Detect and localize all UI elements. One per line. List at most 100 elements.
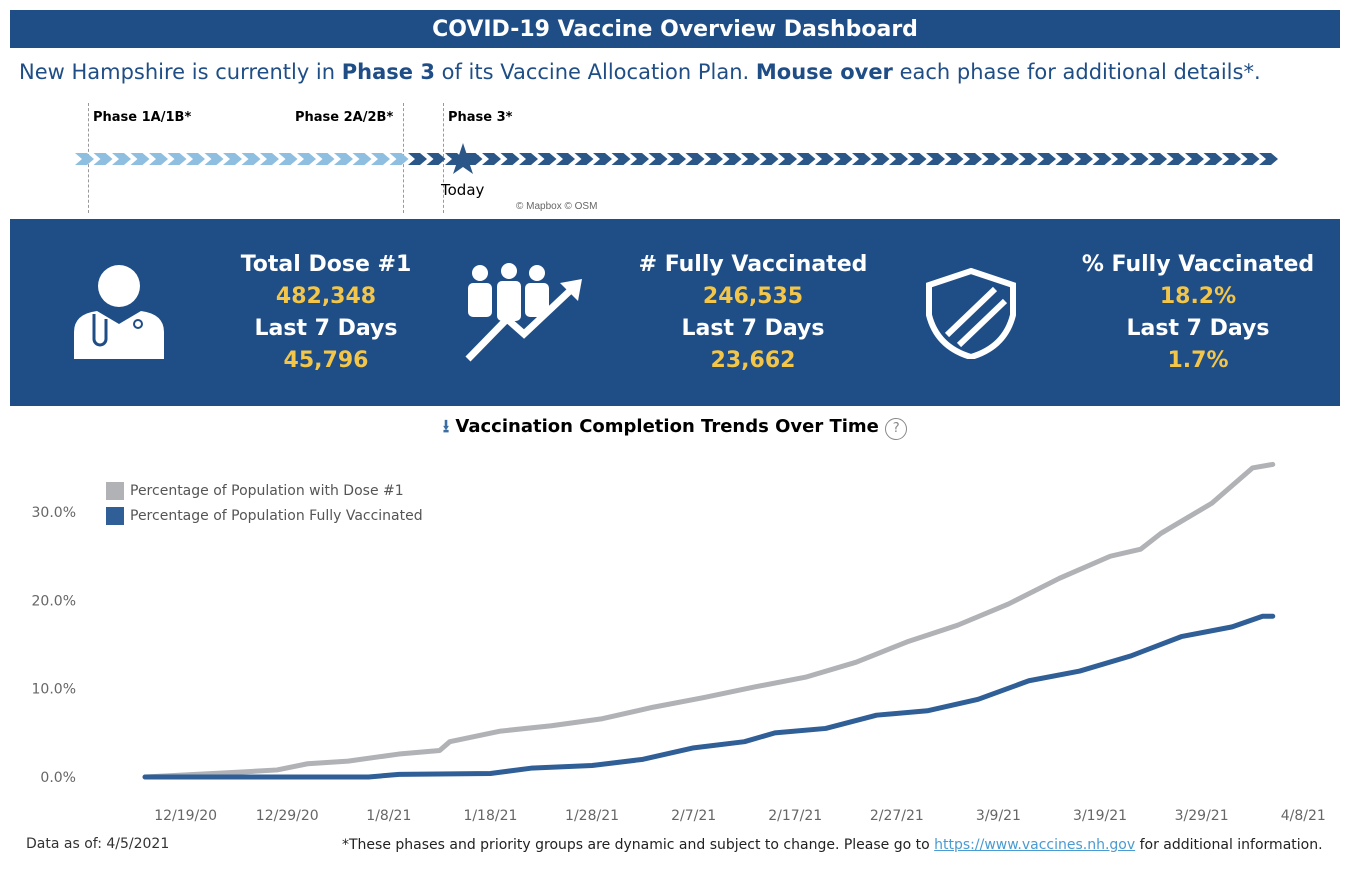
doctor-icon	[74, 265, 164, 359]
timeline-chevron	[889, 153, 908, 165]
timeline-chevron	[815, 153, 834, 165]
map-attribution[interactable]: © Mapbox © OSM	[516, 201, 598, 212]
kpi-subtitle: Last 7 Days	[254, 316, 398, 341]
timeline-chevron	[963, 153, 982, 165]
phase-2-label[interactable]: Phase 2A/2B*	[295, 110, 394, 125]
timeline-chevron	[704, 153, 723, 165]
trend-chart[interactable]: 0.0% 10.0% 20.0% 30.0% 12/19/20 12/29/20 1/8/2…	[0, 440, 1350, 830]
timeline-chevron	[75, 153, 94, 165]
timeline-chevron	[482, 153, 501, 165]
timeline-chevron	[1222, 153, 1241, 165]
legend-label-full: Percentage of Population Fully Vaccinate…	[130, 508, 423, 524]
timeline-chevron	[334, 153, 353, 165]
footer-note: *These phases and priority groups are dy…	[342, 837, 1323, 853]
timeline-chevron	[112, 153, 131, 165]
timeline-chevron	[130, 153, 150, 165]
series-line-dose1[interactable]	[142, 461, 1276, 780]
series-line-fully-vaccinated[interactable]	[142, 613, 1276, 780]
timeline-chevron	[1166, 153, 1186, 165]
y-tick-label: 0.0%	[40, 770, 76, 786]
current-phase: Phase 3	[341, 60, 435, 84]
x-tick-label: 12/19/20	[154, 808, 217, 824]
subtitle-text: of its Vaccine Allocation Plan.	[434, 60, 756, 84]
timeline-chevron	[204, 153, 224, 165]
y-tick-label: 20.0%	[32, 593, 76, 609]
timeline-chevron	[408, 153, 427, 165]
timeline-chevron	[630, 153, 649, 165]
timeline-chevron	[167, 153, 187, 165]
kpi-sub-value: 23,662	[710, 348, 796, 373]
timeline-chevron	[574, 153, 594, 165]
timeline-chevron	[1092, 153, 1112, 165]
phase-3-label[interactable]: Phase 3*	[448, 110, 513, 125]
kpi-value: 482,348	[275, 284, 377, 309]
legend-swatch-dose1	[106, 482, 124, 500]
timeline-chevron	[149, 153, 168, 165]
timeline-chevron	[741, 153, 760, 165]
timeline-chevron	[500, 153, 520, 165]
timeline-chevron	[759, 153, 779, 165]
chart-title-row: ⭳ Vaccination Completion Trends Over Tim…	[0, 414, 1350, 444]
x-tick-label: 2/27/21	[870, 808, 924, 824]
timeline-chevron	[611, 153, 631, 165]
footer-note-text: *These phases and priority groups are dy…	[342, 837, 935, 853]
timeline-chevron	[223, 153, 242, 165]
timeline-chevron	[907, 153, 927, 165]
timeline-chevron	[1055, 153, 1075, 165]
x-tick-label: 1/8/21	[366, 808, 411, 824]
kpi-sub-value: 45,796	[283, 348, 369, 373]
timeline-chevron	[722, 153, 742, 165]
kpi-panel: Total Dose #1 482,348 Last 7 Days 45,796…	[10, 219, 1340, 406]
kpi-title: Total Dose #1	[240, 252, 412, 277]
timeline-chevron	[1111, 153, 1130, 165]
kpi-value: 246,535	[702, 284, 804, 309]
mouse-over-text: Mouse over	[755, 60, 893, 84]
footer-note-text: for additional information.	[1135, 837, 1323, 853]
data-as-of: Data as of: 4/5/2021	[26, 836, 170, 852]
phase-1-label[interactable]: Phase 1A/1B*	[93, 110, 192, 125]
timeline-chevron	[981, 153, 1001, 165]
timeline-chevron	[685, 153, 705, 165]
x-tick-label: 2/7/21	[671, 808, 716, 824]
y-tick-label: 10.0%	[32, 682, 76, 698]
timeline-chevron	[537, 153, 557, 165]
x-tick-label: 1/28/21	[565, 808, 619, 824]
kpi-title: % Fully Vaccinated	[1081, 252, 1315, 277]
timeline-chevron	[241, 153, 261, 165]
timeline-chevron	[833, 153, 853, 165]
timeline-chevron	[1203, 153, 1223, 165]
x-tick-label: 2/17/21	[768, 808, 822, 824]
vaccines-link[interactable]: https://www.vaccines.nh.gov	[934, 837, 1136, 853]
phase-status-text: New Hampshire is currently in Phase 3 of…	[19, 60, 1261, 84]
timeline-chevron	[556, 153, 575, 165]
timeline-chevron	[389, 153, 409, 165]
timeline-chevron	[352, 153, 372, 165]
kpi-subtitle: Last 7 Days	[681, 316, 825, 341]
shield-icon	[926, 267, 1016, 359]
timeline-chevron	[1185, 153, 1204, 165]
timeline-chevron	[1240, 153, 1260, 165]
phase-timeline[interactable]	[70, 140, 1290, 180]
timeline-chevron	[944, 153, 964, 165]
chart-title: Vaccination Completion Trends Over Time	[455, 416, 879, 437]
timeline-chevron	[519, 153, 538, 165]
timeline-chevron	[926, 153, 945, 165]
timeline-chevron	[260, 153, 279, 165]
x-tick-label: 4/8/21	[1281, 808, 1326, 824]
help-icon[interactable]: ?	[885, 418, 908, 440]
x-tick-label: 3/29/21	[1175, 808, 1229, 824]
x-tick-label: 3/19/21	[1073, 808, 1127, 824]
subtitle-text: New Hampshire is currently in	[19, 60, 342, 84]
timeline-chevron	[796, 153, 816, 165]
timeline-chevron	[297, 153, 316, 165]
legend-swatch-full	[106, 507, 124, 525]
timeline-chevron	[648, 153, 668, 165]
timeline-chevron	[852, 153, 871, 165]
download-icon[interactable]: ⭳	[442, 416, 450, 437]
timeline-chevron	[778, 153, 797, 165]
x-tick-label: 3/9/21	[976, 808, 1021, 824]
timeline-chevron	[1148, 153, 1167, 165]
kpi-title: # Fully Vaccinated	[638, 252, 868, 277]
timeline-chevron	[1000, 153, 1019, 165]
kpi-value: 18.2%	[1159, 284, 1237, 309]
